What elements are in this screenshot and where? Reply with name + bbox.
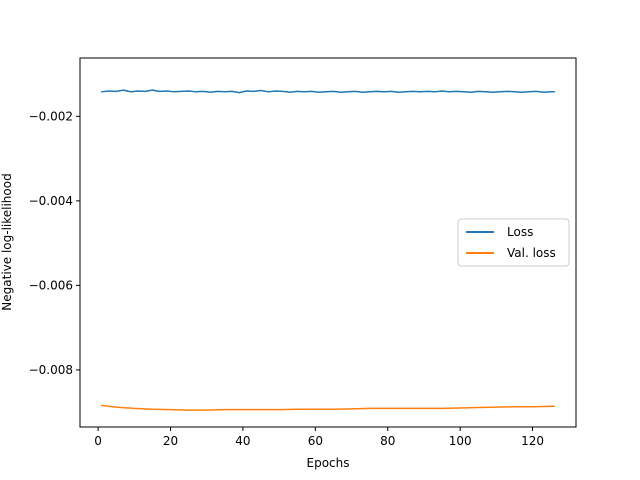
- legend-label-loss: Loss: [507, 225, 533, 239]
- plot-layer: [100, 89, 556, 411]
- ticks-layer: 0 20 40 60 80 100 120 −0.008 −0.006 −0.004 −0.002: [29, 109, 544, 448]
- legend-box: [457, 218, 570, 267]
- x-axis-label: Epochs: [307, 456, 350, 470]
- x-tick-label: 0: [94, 434, 102, 448]
- x-tick-label: 40: [235, 434, 250, 448]
- y-tick-label: −0.004: [29, 194, 73, 208]
- series-line-loss: [100, 89, 556, 94]
- y-axis-label: Negative log-likelihood: [0, 173, 14, 310]
- series-line-val-loss: [100, 404, 556, 411]
- y-tick-label: −0.002: [29, 109, 73, 123]
- x-tick-label: 100: [449, 434, 472, 448]
- legend: Loss Val. loss: [457, 218, 570, 267]
- x-tick-label: 20: [163, 434, 178, 448]
- x-tick-label: 120: [521, 434, 544, 448]
- x-tick-label: 80: [380, 434, 395, 448]
- y-tick-label: −0.006: [29, 278, 73, 292]
- x-tick-label: 60: [308, 434, 323, 448]
- y-tick-label: −0.008: [29, 363, 73, 377]
- legend-label-val-loss: Val. loss: [507, 246, 556, 260]
- plot-frame: [79, 57, 577, 428]
